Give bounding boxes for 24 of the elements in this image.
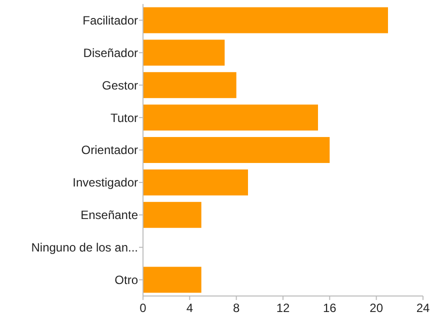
bar (143, 40, 225, 66)
y-tick-label: Gestor (102, 78, 138, 92)
bar (143, 7, 388, 34)
y-tick-label: Orientador (81, 143, 138, 158)
y-tick-label: Enseñante (80, 208, 138, 222)
bar (143, 137, 330, 163)
bar (143, 266, 202, 293)
x-tick-label: 16 (322, 301, 337, 315)
y-tick-label: Diseñador (83, 46, 138, 60)
x-tick-label: 4 (186, 301, 194, 315)
bar (143, 72, 236, 98)
y-tick-label: Facilitador (82, 13, 138, 28)
x-tick-label: 12 (276, 301, 290, 315)
y-tick-label: Otro (114, 272, 138, 287)
bar (143, 104, 318, 131)
x-tick-label: 8 (232, 301, 240, 315)
x-tick-label: 24 (416, 301, 430, 315)
bar (143, 169, 248, 196)
x-tick-label: 20 (370, 301, 384, 315)
x-tick-label: 0 (140, 301, 147, 315)
y-tick-label: Tutor (110, 110, 138, 125)
bar (143, 202, 202, 228)
y-tick-label: Ninguno de los an... (31, 240, 138, 255)
y-tick-label: Investigador (72, 176, 138, 190)
